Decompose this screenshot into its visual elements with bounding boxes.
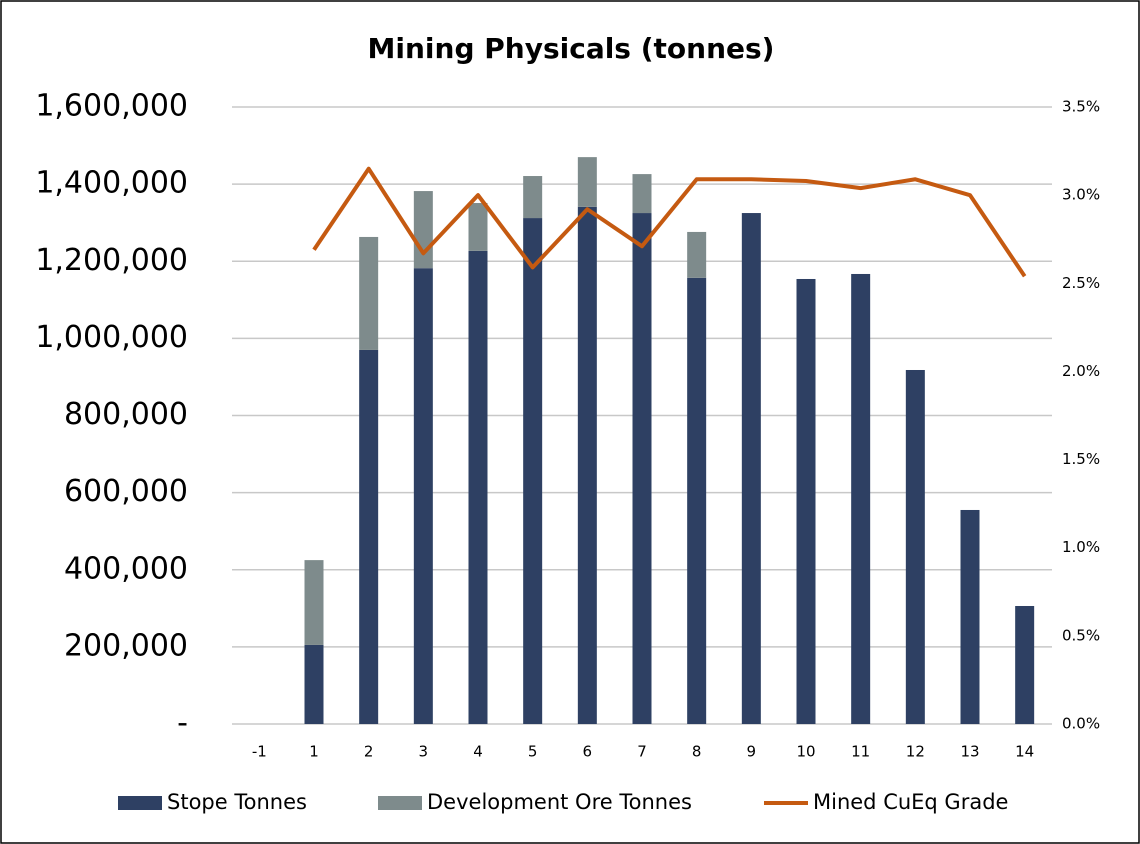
x-tick-label: 3: [419, 743, 429, 761]
bar-segment: [523, 176, 543, 219]
legend-label: Mined CuEq Grade: [813, 790, 1008, 814]
x-tick-label: 6: [583, 743, 593, 761]
bar-segment: [796, 278, 816, 724]
y2-tick-label: 1.0%: [1062, 538, 1100, 556]
x-tick-label: 11: [851, 743, 870, 761]
y2-tick-label: 3.5%: [1062, 98, 1100, 116]
x-tick-label: 5: [528, 743, 538, 761]
y-tick-label: 600,000: [64, 474, 188, 509]
x-tick-label: 9: [747, 743, 757, 761]
bar-segment: [905, 369, 925, 724]
bar-segment: [468, 250, 488, 724]
bar-segment: [1015, 605, 1035, 724]
x-tick-label: 2: [364, 743, 374, 761]
y-tick-label: 200,000: [64, 628, 188, 663]
legend-swatch: [118, 796, 162, 810]
bar-segment: [468, 203, 488, 251]
legend-label: Development Ore Tonnes: [427, 790, 692, 814]
y-tick-label: 1,200,000: [35, 243, 188, 278]
bar-segment: [413, 191, 433, 269]
bar-segment: [523, 218, 543, 724]
bar-segment: [577, 206, 597, 724]
x-tick-label: 14: [1015, 743, 1034, 761]
bar-segment: [632, 174, 652, 214]
legend-swatch: [378, 796, 422, 810]
y2-tick-label: 2.0%: [1062, 362, 1100, 380]
y-tick-label: 1,400,000: [35, 166, 188, 201]
y2-tick-label: 2.5%: [1062, 274, 1100, 292]
chart-title: Mining Physicals (tonnes): [368, 32, 775, 65]
x-tick-label: 13: [960, 743, 979, 761]
y2-tick-label: 0.0%: [1062, 715, 1100, 733]
x-tick-label: 8: [692, 743, 702, 761]
x-tick-label: -1: [252, 743, 267, 761]
bar-segment: [304, 644, 324, 724]
bar-segment: [741, 213, 761, 724]
bar-segment: [359, 349, 379, 724]
bar-segment: [851, 273, 871, 724]
bar-segment: [687, 231, 707, 278]
y-tick-label: 400,000: [64, 551, 188, 586]
x-tick-label: 10: [796, 743, 815, 761]
bar-segment: [413, 268, 433, 724]
y2-tick-label: 3.0%: [1062, 186, 1100, 204]
x-tick-label: 4: [473, 743, 483, 761]
x-tick-label: 12: [906, 743, 925, 761]
bar-segment: [632, 213, 652, 724]
x-tick-label: 1: [309, 743, 319, 761]
legend-label: Stope Tonnes: [167, 790, 307, 814]
x-tick-label: 7: [637, 743, 647, 761]
y2-tick-label: 1.5%: [1062, 450, 1100, 468]
y-tick-label: -: [177, 706, 188, 741]
y-tick-label: 1,600,000: [35, 89, 188, 124]
bar-segment: [304, 560, 324, 645]
y-tick-label: 800,000: [64, 397, 188, 432]
bar-segment: [960, 509, 980, 724]
bar-segment: [359, 236, 379, 350]
bar-segment: [687, 277, 707, 724]
y2-tick-label: 0.5%: [1062, 626, 1100, 644]
line-series: [312, 166, 1027, 278]
y-tick-label: 1,000,000: [35, 320, 188, 355]
bar-segment: [577, 157, 597, 207]
